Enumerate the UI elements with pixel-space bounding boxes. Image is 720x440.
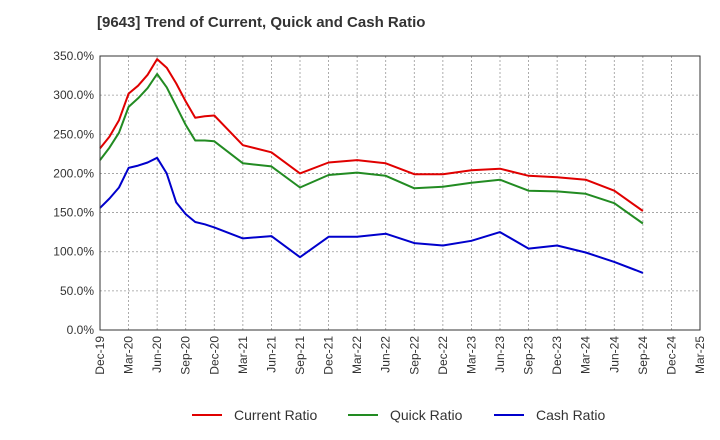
x-tick-label: Jun-23 [493,336,507,373]
x-tick-label: Jun-24 [607,336,621,373]
x-tick-label: Dec-22 [436,336,450,375]
legend-label: Cash Ratio [536,407,605,423]
y-tick-label: 0.0% [67,323,95,337]
x-tick-label: Jun-21 [264,336,278,373]
legend: Current Ratio Quick Ratio Cash Ratio [192,407,605,423]
x-tick-label: Mar-20 [122,336,136,374]
y-tick-label: 300.0% [53,88,94,102]
x-tick-label: Dec-19 [93,336,107,375]
x-tick-label: Jun-20 [150,336,164,373]
x-tick-label: Mar-21 [236,336,250,374]
x-tick-label: Sep-24 [636,336,650,375]
y-tick-label: 150.0% [53,206,94,220]
x-tick-label: Sep-20 [179,336,193,375]
series-line-quick-ratio [99,73,644,225]
y-axis-ticks: 0.0% 50.0% 100.0% 150.0% 200.0% 250.0% 300.0% 3… [53,49,94,337]
series-line-cash-ratio [99,156,644,274]
x-tick-label: Mar-22 [350,336,364,374]
series-lines [99,58,644,274]
x-tick-label: Sep-23 [522,336,536,375]
x-tick-label: Sep-21 [293,336,307,375]
x-tick-label: Mar-23 [464,336,478,374]
x-tick-label: Mar-24 [579,336,593,374]
x-tick-label: Sep-22 [407,336,421,375]
series-line-current-ratio [99,58,644,212]
x-tick-label: Mar-25 [693,336,707,374]
x-tick-label: Dec-24 [664,336,678,375]
y-tick-label: 200.0% [53,166,94,180]
plot-frame [99,55,701,331]
legend-label: Quick Ratio [390,407,463,423]
y-tick-label: 350.0% [53,49,94,63]
y-tick-label: 250.0% [53,127,94,141]
x-tick-label: Dec-21 [322,336,336,375]
x-tick-label: Dec-20 [207,336,221,375]
y-tick-label: 50.0% [60,284,94,298]
chart-title: [9643] Trend of Current, Quick and Cash … [97,14,425,31]
x-tick-label: Jun-22 [379,336,393,373]
grid-lines [99,55,701,331]
legend-label: Current Ratio [234,407,317,423]
x-tick-label: Dec-23 [550,336,564,375]
x-axis-ticks: Dec-19 Mar-20 Jun-20 Sep-20 Dec-20 Mar-21 Jun-… [93,336,707,375]
y-tick-label: 100.0% [53,245,94,259]
